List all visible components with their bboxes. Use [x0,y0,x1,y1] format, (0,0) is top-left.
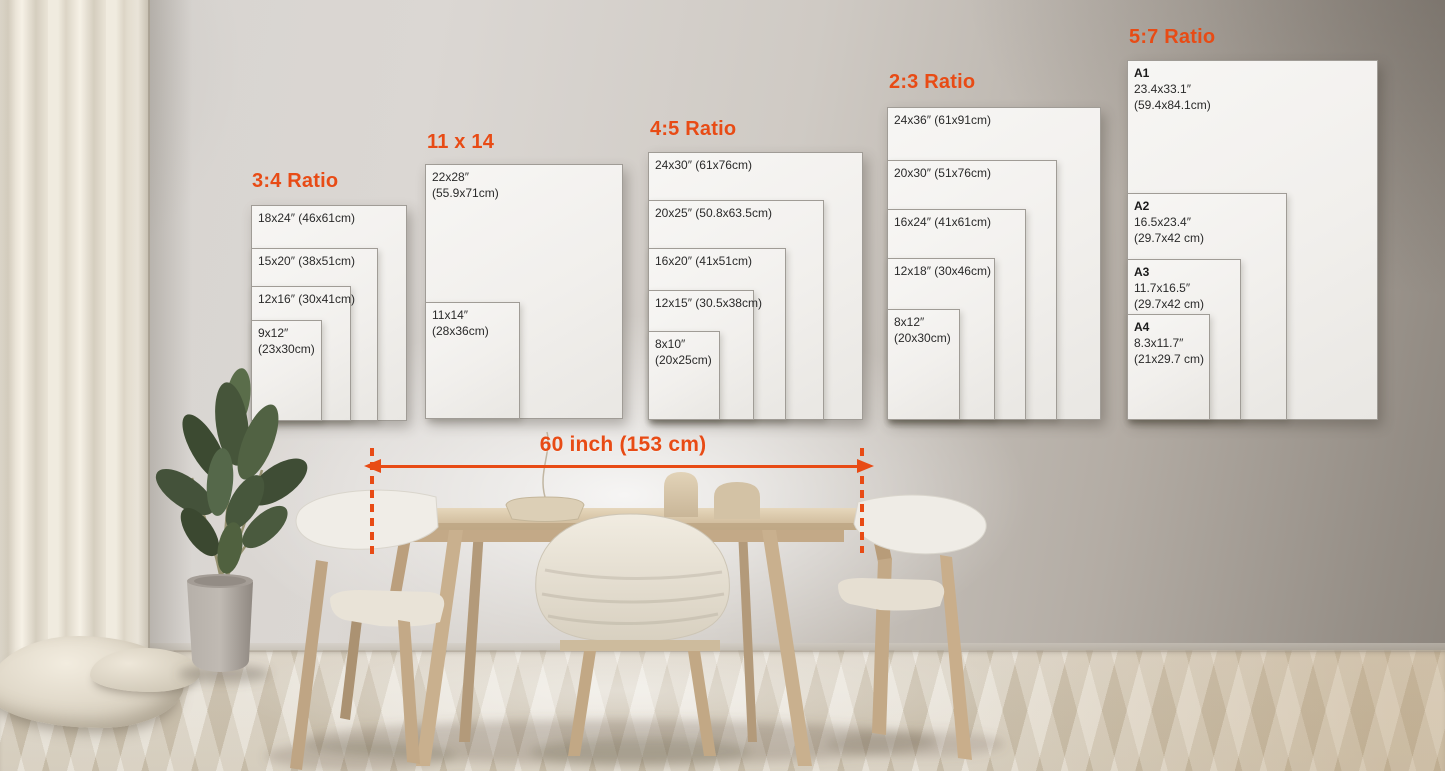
size-frame-ratio-11x14-1: 11x14″ (28x36cm) [425,302,520,419]
size-frame-label: A3 11.7x16.5″ (29.7x42 cm) [1134,265,1205,311]
size-frame-label: 18x24″ (46x61cm) [258,211,355,225]
size-frame-label: 15x20″ (38x51cm) [258,254,355,268]
size-frame-ratio-2-3-4: 8x12″ (20x30cm) [887,309,960,420]
size-frame-label: A2 16.5x23.4″ (29.7x42 cm) [1134,199,1205,245]
size-frame-ratio-5-7-3: A4 8.3x11.7″ (21x29.7 cm) [1127,314,1210,420]
size-frame-label: 22x28″ (55.9x71cm) [432,170,499,200]
size-frame-label: A4 8.3x11.7″ (21x29.7 cm) [1134,320,1205,366]
size-frame-ratio-4-5-4: 8x10″ (20x25cm) [648,331,720,420]
group-title-3-4: 3:4 Ratio [252,170,339,192]
size-frame-label: 11x14″ (28x36cm) [432,308,489,338]
size-frame-label: 20x30″ (51x76cm) [894,166,991,180]
size-frame-label: 12x18″ (30x46cm) [894,264,991,278]
size-frame-label: A1 23.4x33.1″ (59.4x84.1cm) [1134,66,1211,112]
size-frame-label: 24x36″ (61x91cm) [894,113,991,127]
group-title-11x14: 11 x 14 [427,131,495,153]
size-frame-label: 20x25″ (50.8x63.5cm) [655,206,772,220]
size-frame-label: 16x24″ (41x61cm) [894,215,991,229]
size-frame-label: 24x30″ (61x76cm) [655,158,752,172]
group-title-5-7: 5:7 Ratio [1129,26,1216,48]
size-frame-label: 9x12″ (23x30cm) [258,326,315,356]
size-frame-label: 8x10″ (20x25cm) [655,337,712,367]
group-title-2-3: 2:3 Ratio [889,71,976,93]
group-title-4-5: 4:5 Ratio [650,118,737,140]
curtain [0,0,150,704]
size-frame-label: 12x16″ (30x41cm) [258,292,355,306]
size-frame-label: 8x12″ (20x30cm) [894,315,951,345]
size-frame-label: 12x15″ (30.5x38cm) [655,296,762,310]
size-frame-label: 16x20″ (41x51cm) [655,254,752,268]
size-frame-ratio-3-4-3: 9x12″ (23x30cm) [251,320,322,421]
